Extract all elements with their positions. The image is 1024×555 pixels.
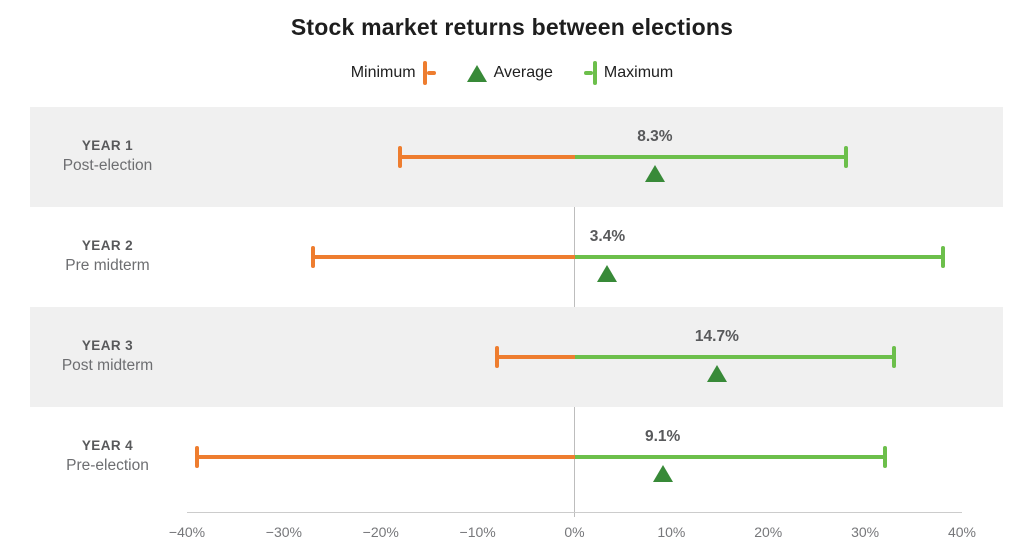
- x-axis-tick-label: −30%: [265, 524, 302, 540]
- average-value-label: 8.3%: [637, 128, 673, 145]
- row-year-text: YEAR 1: [81, 138, 134, 154]
- maximum-range-bar: [574, 455, 885, 459]
- x-axis-tick-label: 0%: [564, 524, 585, 540]
- maximum-cap-stub: [583, 71, 593, 75]
- row-label-year-2: YEAR 2 Pre midterm: [30, 207, 185, 307]
- x-axis-tick-label: −20%: [362, 524, 399, 540]
- row-phase-text: Post-election: [62, 156, 153, 174]
- row-phase-text: Pre-election: [66, 456, 149, 474]
- minimum-range-bar: [196, 455, 575, 459]
- x-axis-tick-label: 10%: [657, 524, 686, 540]
- x-axis-tick-label: 30%: [851, 524, 880, 540]
- row-year-3: YEAR 3 Post midterm 14.7%: [30, 307, 1003, 407]
- minimum-cap: [398, 146, 403, 168]
- minimum-cap: [194, 446, 199, 468]
- minimum-cap: [495, 346, 499, 368]
- plot-area: YEAR 1 Post-election 8.3% YEAR 2 Pre mid…: [30, 107, 1003, 517]
- x-axis: −40% −30% −20% −10% 0% 10% 20% 30% 40%: [169, 512, 976, 552]
- chart-title: Stock market returns between elections: [290, 14, 734, 40]
- row-year-text: YEAR 2: [81, 238, 134, 254]
- x-axis-tick-label: 20%: [754, 524, 783, 540]
- legend-label-minimum: Minimum: [350, 64, 416, 81]
- maximum-cap: [940, 246, 945, 268]
- row-year-text: YEAR 4: [81, 438, 134, 454]
- maximum-range-bar: [574, 255, 943, 259]
- maximum-cap: [892, 346, 897, 368]
- legend-item-maximum: Maximum: [583, 61, 674, 85]
- average-triangle-icon: [466, 64, 487, 82]
- maximum-range-bar: [574, 155, 846, 159]
- maximum-range-bar: [574, 355, 895, 359]
- row-phase-text: Pre midterm: [65, 256, 150, 274]
- minimum-range-bar: [497, 355, 575, 359]
- row-plot: 9.1%: [187, 407, 962, 507]
- average-value-label: 14.7%: [694, 328, 739, 345]
- legend-item-average: Average: [466, 64, 553, 82]
- row-plot: 8.3%: [187, 107, 962, 207]
- x-axis-tick-label: −10%: [459, 524, 496, 540]
- minimum-range-bar: [312, 255, 575, 259]
- x-axis-line: [187, 512, 962, 513]
- minimum-cap: [310, 246, 315, 268]
- average-marker: [652, 465, 673, 482]
- minimum-cap-stub: [426, 71, 436, 75]
- row-year-4: YEAR 4 Pre-election 9.1%: [30, 407, 1003, 507]
- row-label-year-1: YEAR 1 Post-election: [30, 107, 185, 207]
- row-phase-text: Post midterm: [61, 356, 154, 374]
- legend-item-minimum: Minimum: [350, 61, 436, 85]
- maximum-cap: [882, 446, 887, 468]
- average-marker: [644, 165, 665, 182]
- minimum-cap-icon: [422, 61, 436, 85]
- row-plot: 3.4%: [187, 207, 962, 307]
- legend: Minimum Average Maximum: [0, 58, 1024, 88]
- row-label-year-3: YEAR 3 Post midterm: [30, 307, 185, 407]
- row-year-text: YEAR 3: [81, 338, 134, 354]
- minimum-range-bar: [400, 155, 575, 159]
- legend-label-maximum: Maximum: [603, 64, 674, 81]
- average-value-label: 9.1%: [644, 428, 681, 445]
- row-label-year-4: YEAR 4 Pre-election: [30, 407, 185, 507]
- maximum-cap: [843, 146, 848, 168]
- x-axis-tick-label: 40%: [947, 524, 977, 540]
- row-plot: 14.7%: [187, 307, 962, 407]
- maximum-cap-icon: [583, 61, 597, 85]
- row-year-1: YEAR 1 Post-election 8.3%: [30, 107, 1003, 207]
- legend-label-average: Average: [493, 64, 553, 81]
- average-marker: [706, 365, 727, 382]
- row-year-2: YEAR 2 Pre midterm 3.4%: [30, 207, 1003, 307]
- average-marker: [597, 265, 618, 282]
- average-value-label: 3.4%: [589, 228, 626, 245]
- x-axis-tick-label: −40%: [168, 524, 206, 540]
